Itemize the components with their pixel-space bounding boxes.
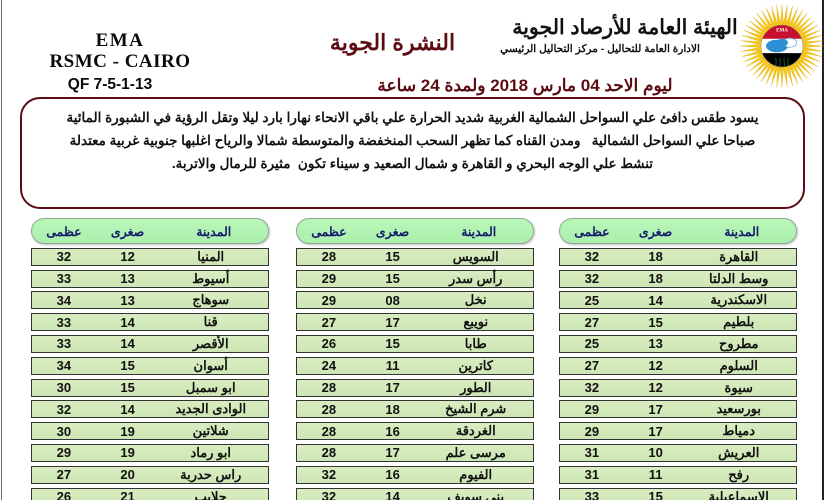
svg-text:EMA: EMA <box>776 28 788 34</box>
